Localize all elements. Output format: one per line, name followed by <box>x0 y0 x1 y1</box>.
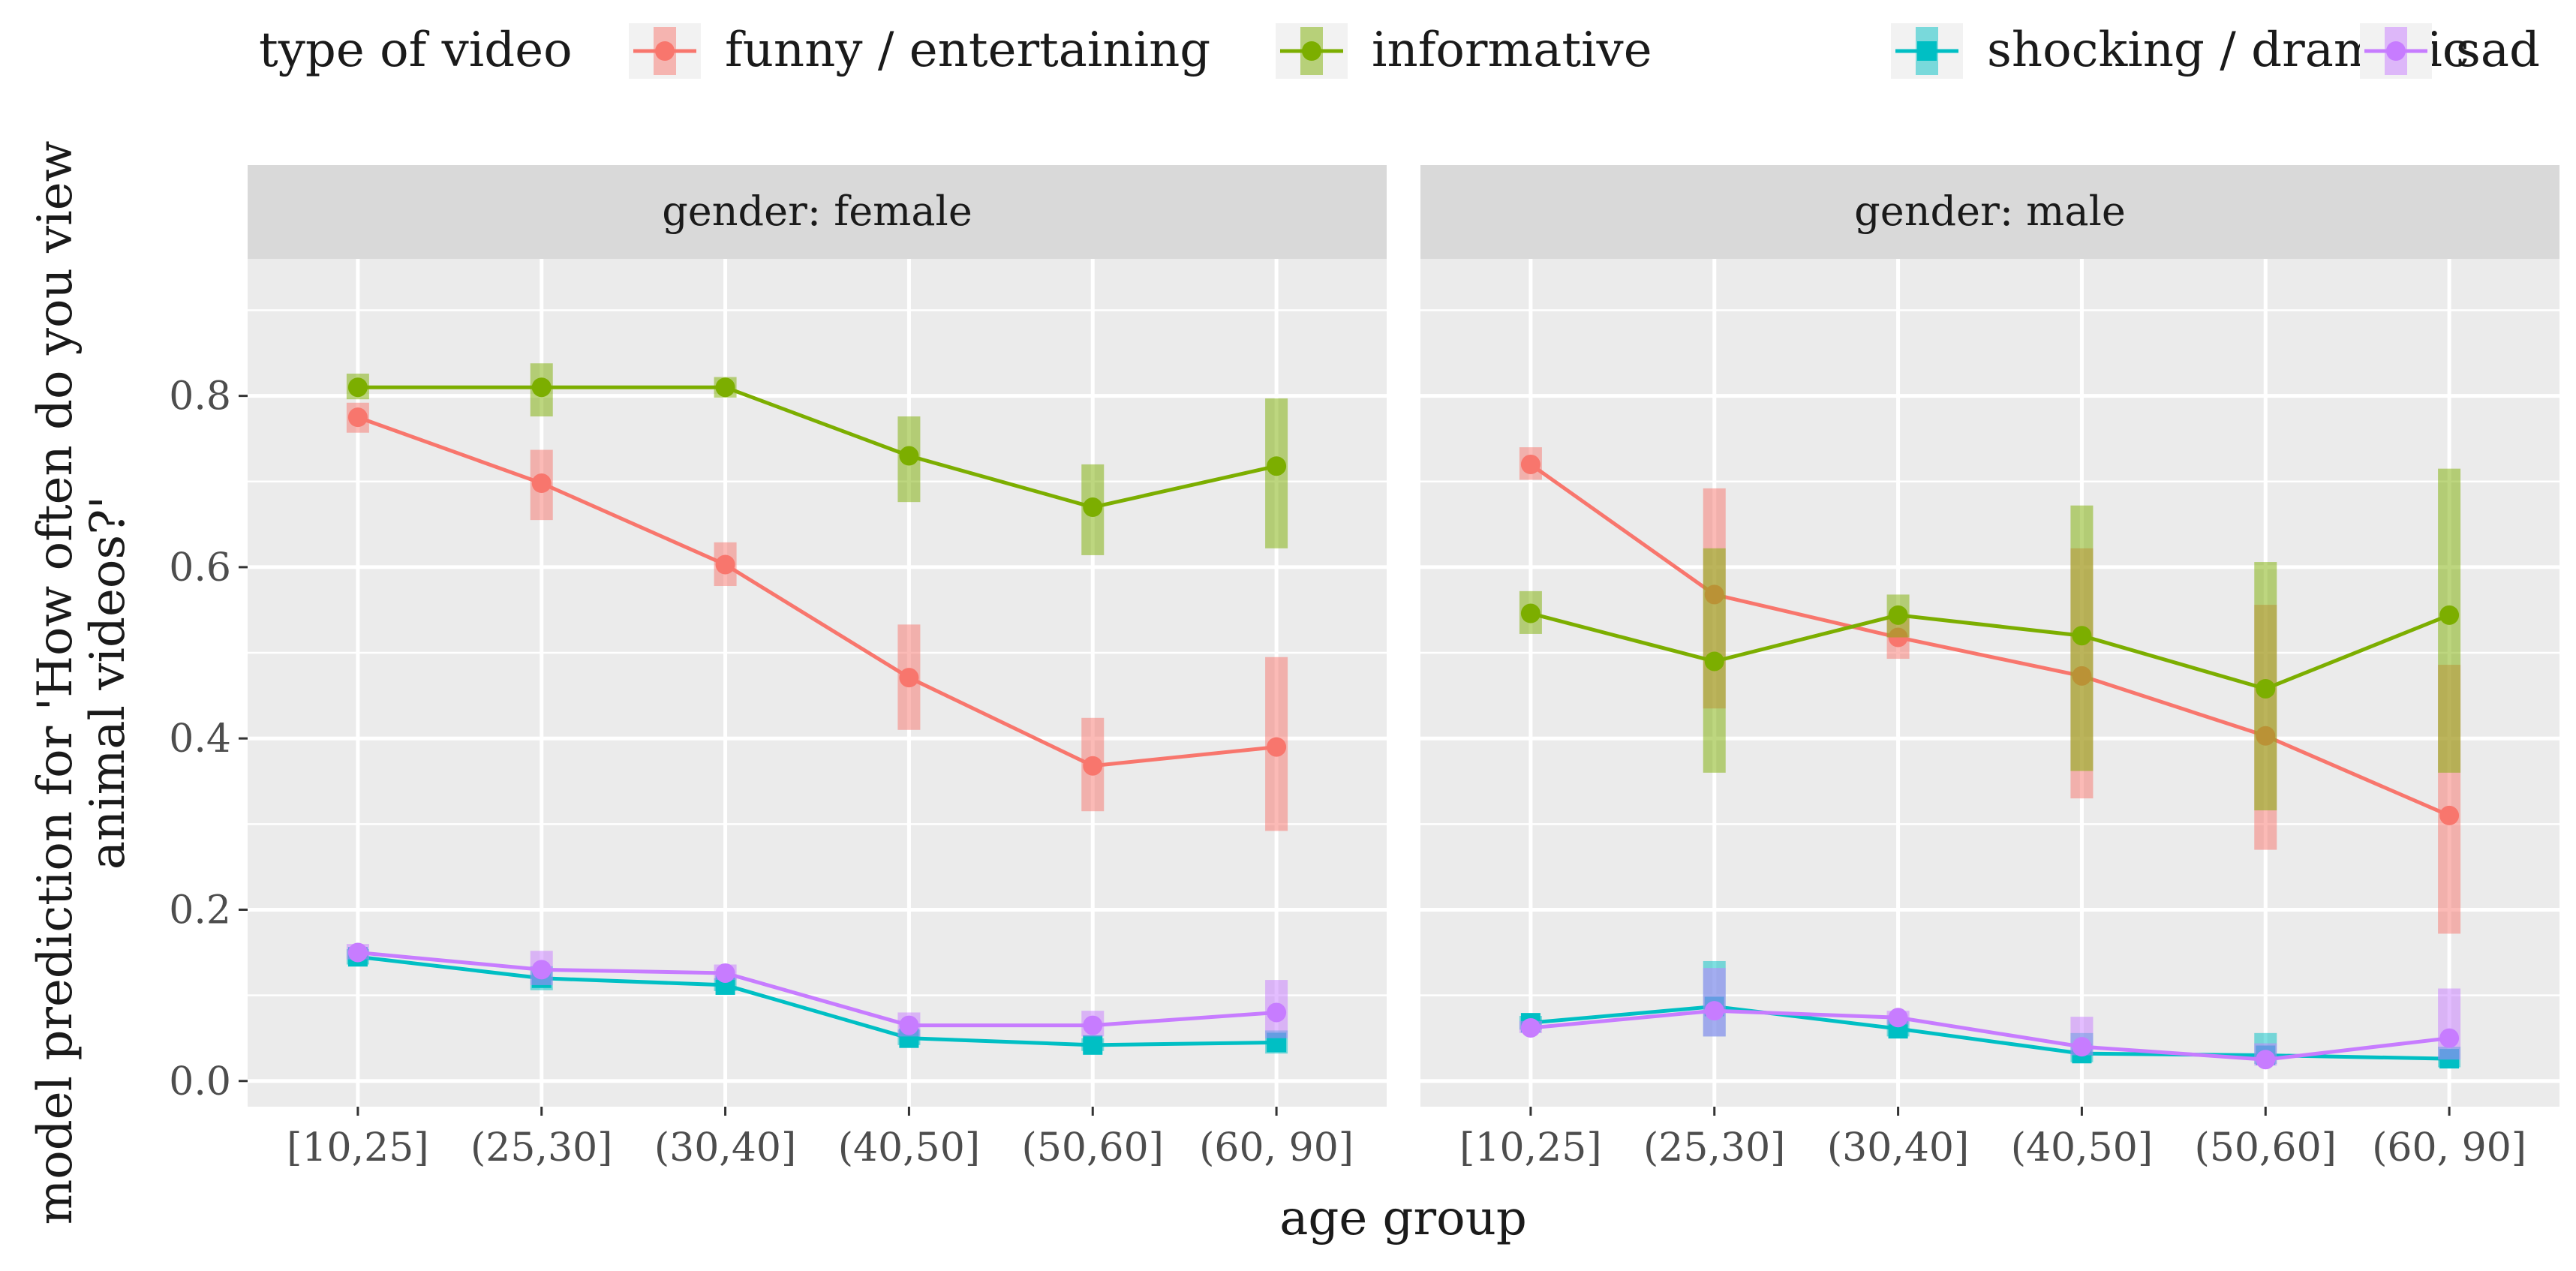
gridlines-male <box>1420 259 2559 1107</box>
legend-key-marker <box>1302 41 1321 61</box>
data-point-informative <box>899 446 919 466</box>
legend-key-marker <box>1917 41 1937 61</box>
y-tick-label: 0.2 <box>169 888 231 933</box>
legend-item-informative: informative <box>1276 23 1652 79</box>
plot-area-male <box>1420 259 2559 1107</box>
data-point-funny-entertaining <box>1267 737 1287 757</box>
y-axis: 0.0 0.2 0.4 0.6 0.8 <box>169 374 248 1104</box>
x-axis-male: [10,25] (25,30] (30,40] (40,50] (50,60] (60, … <box>1459 1107 2526 1170</box>
data-point-sad <box>1267 1002 1287 1023</box>
panel-female: gender: female <box>248 165 1387 1107</box>
data-point-informative <box>2256 678 2276 699</box>
data-point-informative <box>1704 651 1724 672</box>
data-point-sad <box>2439 1028 2460 1048</box>
legend-key-marker <box>2386 41 2406 61</box>
strip-label-male: gender: male <box>1854 188 2126 235</box>
data-point-sad <box>1520 1017 1540 1038</box>
x-tick-label: (25,30] <box>470 1125 612 1170</box>
data-point-sad <box>1083 1015 1103 1035</box>
data-point-sad <box>2072 1037 2092 1057</box>
x-tick-label: [10,25] <box>1459 1125 1601 1170</box>
y-axis-title: model prediction for 'How often do you v… <box>28 141 136 1225</box>
data-point-funny-entertaining <box>2439 805 2460 825</box>
data-point-funny-entertaining <box>1520 454 1540 474</box>
legend-item-sad: sad <box>2360 23 2540 79</box>
legend-label-sad: sad <box>2456 23 2540 78</box>
data-point-sad <box>2256 1050 2276 1070</box>
x-tick-label: (60, 90] <box>2372 1125 2526 1170</box>
x-tick-label: (50,60] <box>1022 1125 1164 1170</box>
y-tick-label: 0.4 <box>169 717 231 762</box>
data-point-funny-entertaining <box>715 554 735 575</box>
x-tick-label: (40,50] <box>2011 1125 2153 1170</box>
x-tick-label: (30,40] <box>1827 1125 1969 1170</box>
data-point-informative <box>347 377 368 398</box>
data-point-informative <box>715 377 735 398</box>
data-point-sad <box>899 1015 919 1035</box>
legend-label-funny-entertaining: funny / entertaining <box>725 23 1210 78</box>
strip-male <box>1420 165 2559 259</box>
legend-label-informative: informative <box>1372 23 1652 78</box>
legend-key-marker <box>655 41 675 61</box>
x-tick-label: (25,30] <box>1643 1125 1785 1170</box>
series-line-sad <box>1530 1008 2450 1062</box>
strip-female <box>248 165 1387 259</box>
series-marks-female <box>346 363 1288 1055</box>
y-axis-title-line-1: model prediction for 'How often do you v… <box>28 141 83 1225</box>
series-marks-male <box>1519 447 2461 1070</box>
x-axis-female: [10,25] (25,30] (30,40] (40,50] (50,60] (60, … <box>287 1107 1354 1170</box>
data-point-sad <box>1888 1008 1908 1028</box>
data-point-informative <box>1888 605 1908 625</box>
legend-item-funny-entertaining: funny / entertaining <box>629 23 1210 79</box>
data-point-informative <box>1520 603 1540 623</box>
series-line-informative <box>357 385 1277 509</box>
series-line-shocking-dramatic <box>357 954 1277 1047</box>
legend-items: funny / entertaining informative shocking … <box>629 23 2540 79</box>
data-point-funny-entertaining <box>899 668 919 688</box>
y-tick-label: 0.8 <box>169 374 231 419</box>
data-point-funny-entertaining <box>1083 756 1103 776</box>
data-point-shocking-dramatic <box>1083 1035 1103 1055</box>
legend: type of video funny / entertaining inform… <box>259 23 2540 79</box>
y-tick-label: 0.6 <box>169 545 231 590</box>
x-tick-label: (30,40] <box>654 1125 796 1170</box>
legend-title: type of video <box>259 23 573 78</box>
data-point-informative <box>2072 626 2092 646</box>
data-point-informative <box>2439 605 2460 625</box>
y-tick-label: 0.0 <box>169 1059 231 1104</box>
data-point-sad <box>1704 1001 1724 1021</box>
series-line-funny-entertaining <box>1529 462 2451 818</box>
strip-label-female: gender: female <box>662 188 972 235</box>
y-axis-title-line-2: animal videos?' <box>80 496 136 870</box>
data-point-sad <box>531 960 552 980</box>
x-tick-label: [10,25] <box>287 1125 428 1170</box>
data-point-informative <box>1083 497 1103 518</box>
x-tick-label: (60, 90] <box>1199 1125 1354 1170</box>
series-line-informative <box>1530 611 2451 691</box>
data-point-sad <box>715 963 735 983</box>
data-point-informative <box>531 377 552 398</box>
x-tick-label: (50,60] <box>2195 1125 2337 1170</box>
series-line-funny-entertaining <box>357 415 1277 768</box>
data-point-funny-entertaining <box>347 407 368 428</box>
error-bar-sad <box>2438 988 2461 1060</box>
x-axis-title: age group <box>1279 1191 1527 1246</box>
x-tick-label: (40,50] <box>838 1125 980 1170</box>
data-point-informative <box>1267 456 1287 476</box>
data-point-funny-entertaining <box>531 473 552 494</box>
panel-male: gender: male <box>1420 165 2559 1107</box>
data-point-sad <box>347 942 368 963</box>
series-line-sad <box>357 951 1277 1028</box>
